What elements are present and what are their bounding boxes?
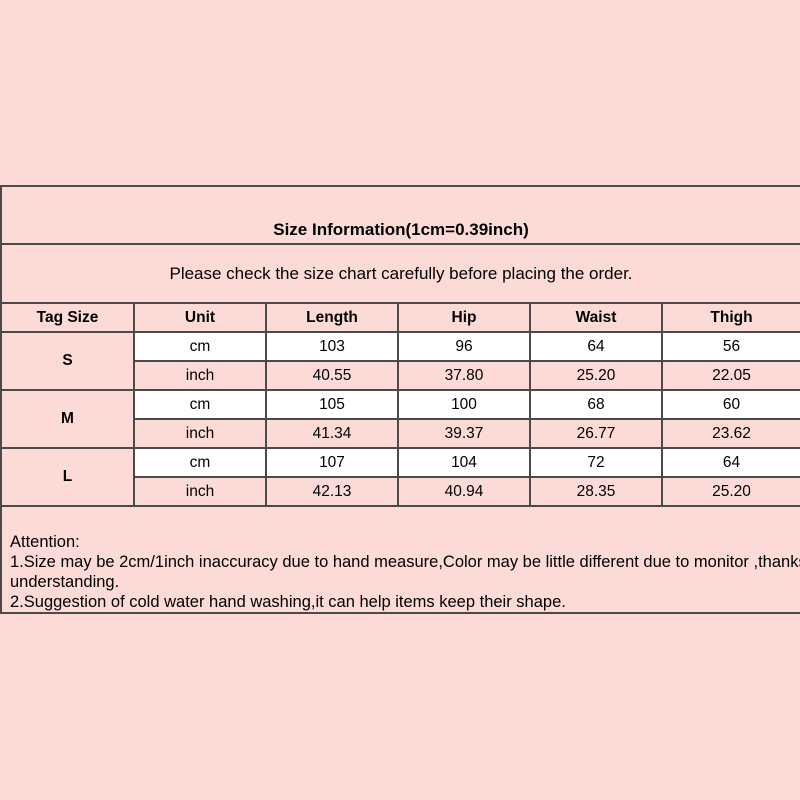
measurement-cell: 39.37 [397,418,531,449]
measurement-cell: 28.35 [529,476,663,507]
unit-cell: inch [133,360,267,391]
measurement-cell: 72 [529,447,663,478]
unit-cell: cm [133,447,267,478]
table-row: inch 42.13 40.94 28.35 25.20 [1,476,800,507]
unit-cell: inch [133,476,267,507]
table-title: Size Information(1cm=0.39inch) [0,185,800,245]
notes-line: understanding. [10,573,120,591]
subtitle-row: Please check the size chart carefully be… [0,243,800,304]
notes-heading: Attention: [10,533,80,551]
measurement-cell: 68 [529,389,663,420]
column-header-waist: Waist [529,302,663,333]
measurement-cell: 40.94 [397,476,531,507]
notes-row: Attention: 1.Size may be 2cm/1inch inacc… [0,505,800,614]
title-row: Size Information(1cm=0.39inch) [0,185,800,245]
header-row: Tag Size Unit Length Hip Waist Thigh [0,302,800,333]
measurement-cell: 25.20 [660,476,800,507]
column-header-hip: Hip [397,302,531,333]
tag-size-cell: S [0,331,135,391]
measurement-cell: 41.34 [265,418,399,449]
measurement-cell: 37.80 [397,360,531,391]
table-subtitle: Please check the size chart carefully be… [0,243,800,304]
measurement-cell: 60 [660,389,800,420]
measurement-cell: 104 [397,447,531,478]
measurement-cell: 42.13 [265,476,399,507]
column-header-unit: Unit [133,302,267,333]
table-row: inch 40.55 37.80 25.20 22.05 [1,360,800,391]
table-row: inch 41.34 39.37 26.77 23.62 [1,418,800,449]
measurement-cell: 64 [529,331,663,362]
measurement-cell: 100 [397,389,531,420]
measurement-cell: 64 [660,447,800,478]
measurement-cell: 107 [265,447,399,478]
tag-size-cell: M [0,389,135,449]
measurement-cell: 56 [660,331,800,362]
attention-notes: Attention: 1.Size may be 2cm/1inch inacc… [0,505,800,614]
unit-cell: cm [133,331,267,362]
notes-line: 1.Size may be 2cm/1inch inaccuracy due t… [10,553,800,571]
measurement-cell: 105 [265,389,399,420]
measurement-cell: 22.05 [660,360,800,391]
unit-cell: cm [133,389,267,420]
measurement-cell: 40.55 [265,360,399,391]
measurement-cell: 25.20 [529,360,663,391]
unit-cell: inch [133,418,267,449]
measurement-cell: 96 [397,331,531,362]
table-row: L cm 107 104 72 64 [0,447,800,507]
table-row: M cm 105 100 68 60 [0,389,800,449]
tag-size-cell: L [0,447,135,507]
column-header-thigh: Thigh [660,302,800,333]
size-chart-table: Size Information(1cm=0.39inch) Please ch… [0,185,800,614]
column-header-length: Length [265,302,399,333]
notes-line: 2.Suggestion of cold water hand washing,… [10,593,566,611]
table-row: S cm 103 96 64 56 [0,331,800,391]
measurement-cell: 26.77 [529,418,663,449]
column-header-tag-size: Tag Size [0,302,135,333]
measurement-cell: 23.62 [660,418,800,449]
measurement-cell: 103 [265,331,399,362]
